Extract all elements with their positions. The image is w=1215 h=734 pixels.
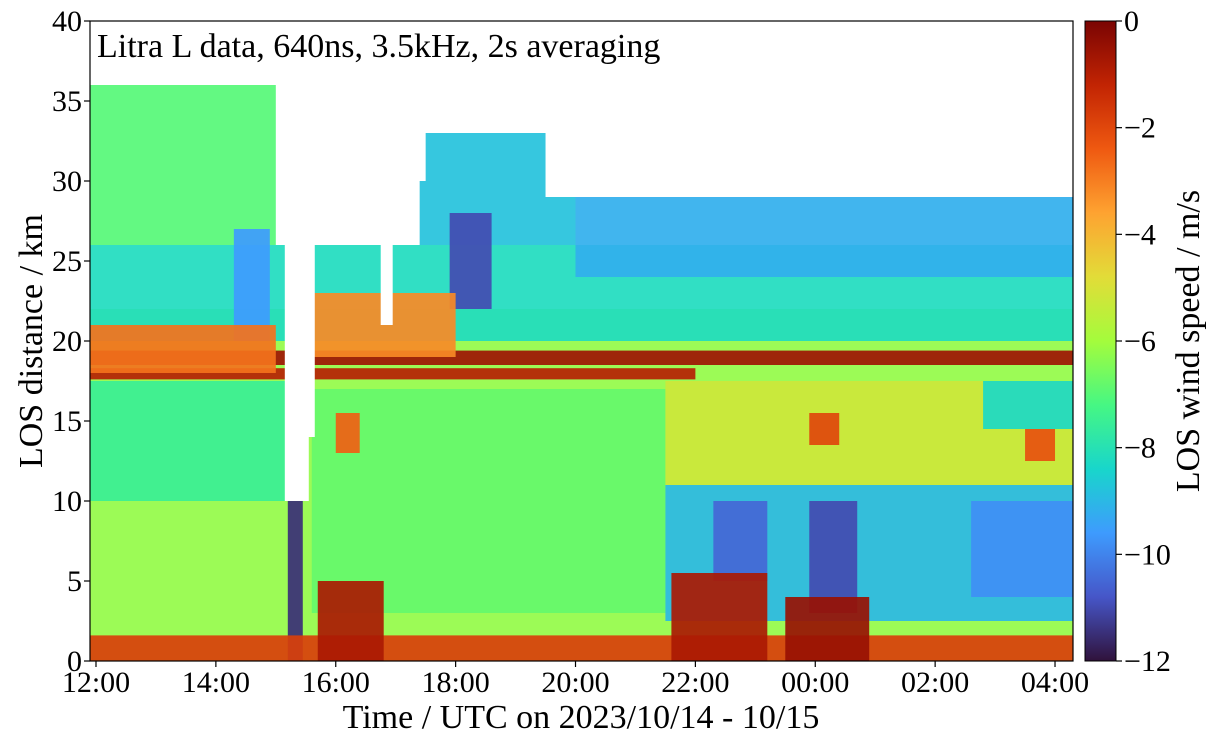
annotation-text: Litra L data, 640ns, 3.5kHz, 2s averagin…: [97, 28, 660, 65]
colorbar-tick-label-2: −4: [1124, 218, 1156, 251]
x-tick-label-5: 22:00: [661, 666, 729, 699]
heatmap-cell-22: [90, 325, 276, 373]
colorbar-axis: 0 −2 −4 −6 −8 −10 −12: [1116, 5, 1171, 678]
heatmap-cell-14: [983, 381, 1073, 429]
heatmap-cell-7: [575, 197, 1073, 277]
x-tick-label-0: 12:00: [62, 666, 130, 699]
x-tick-label-8: 04:00: [1021, 666, 1089, 699]
heatmap-cell-24: [809, 413, 840, 445]
y-tick-label-8: 40: [52, 5, 82, 38]
heatmap-cell-15: [287, 501, 303, 661]
heatmap-cell-12: [809, 501, 858, 613]
y-tick-label-2: 10: [52, 485, 82, 518]
heatmap-cell-9: [449, 213, 492, 309]
heatmap-cell-16: [90, 635, 1073, 661]
no-data-region-4: [545, 85, 1073, 197]
no-data-region-1: [293, 21, 315, 437]
colorbar-tick-label-5: −10: [1124, 538, 1171, 571]
heatmap-cell-26: [1025, 429, 1056, 461]
y-tick-label-0: 0: [67, 645, 82, 678]
heatmap-cell-19: [317, 581, 384, 661]
heatmap-cell-25: [335, 413, 360, 453]
y-tick-label-1: 5: [67, 565, 82, 598]
heatmap-cell-21: [90, 368, 696, 380]
plot-area: [90, 21, 1073, 661]
colorbar-tick-label-6: −12: [1124, 645, 1171, 678]
colorbar-title: LOS wind speed / m/s: [1170, 190, 1207, 492]
y-tick-label-7: 35: [52, 85, 82, 118]
heatmap-cell-18: [785, 597, 870, 661]
y-axis-title: LOS distance / km: [13, 214, 50, 468]
y-tick-label-3: 15: [52, 405, 82, 438]
heatmap-cell-13: [971, 501, 1073, 597]
x-axis-title: Time / UTC on 2023/10/14 - 10/15: [343, 699, 820, 734]
colorbar-tick-label-3: −6: [1124, 325, 1156, 358]
x-tick-label-1: 14:00: [182, 666, 250, 699]
x-tick-label-6: 00:00: [781, 666, 849, 699]
heatmap-cell-8: [233, 229, 270, 341]
heatmap-cell-1: [90, 381, 288, 501]
colorbar-tick-label-4: −8: [1124, 432, 1156, 465]
x-tick-label-7: 02:00: [901, 666, 969, 699]
heatmap-cell-11: [713, 501, 768, 581]
y-tick-label-4: 20: [52, 325, 82, 358]
y-tick-label-6: 30: [52, 165, 82, 198]
no-data-region-3: [90, 21, 1073, 85]
colorbar-tick-label-1: −2: [1124, 112, 1156, 145]
y-tick-label-5: 25: [52, 245, 82, 278]
y-axis: 0 5 10 15 20 25 30 35 40: [52, 5, 90, 678]
colorbar: [1084, 20, 1117, 662]
x-tick-label-3: 18:00: [421, 666, 489, 699]
x-tick-label-2: 16:00: [302, 666, 370, 699]
x-tick-label-4: 20:00: [541, 666, 609, 699]
no-data-region-2: [380, 165, 393, 325]
x-axis: 12:00 14:00 16:00 18:00 20:00 22:00 00:00 02:00…: [62, 661, 1089, 699]
colorbar-tick-label-0: 0: [1124, 5, 1139, 38]
heatmap-cell-2: [311, 389, 666, 613]
no-data-region-5: [311, 85, 426, 181]
heatmap-cell-5: [90, 85, 276, 245]
heatmap-cell-17: [671, 573, 768, 661]
